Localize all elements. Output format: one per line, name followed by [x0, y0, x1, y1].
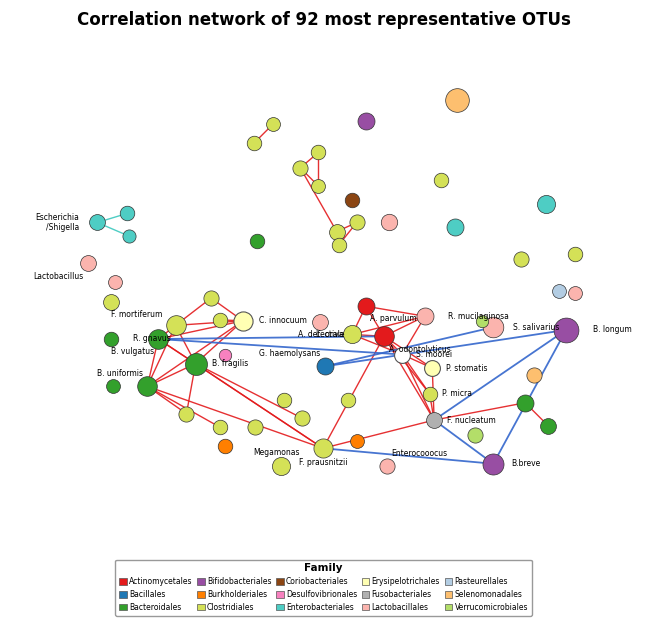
Point: [276, 460, 287, 471]
Point: [219, 349, 230, 360]
Point: [122, 208, 133, 218]
Text: B. uniformis: B. uniformis: [97, 369, 143, 378]
Text: B. longum: B. longum: [593, 325, 632, 334]
Point: [215, 422, 225, 433]
Text: R. mucilaginosa: R. mucilaginosa: [448, 312, 509, 321]
Point: [295, 162, 305, 173]
Text: A. odontolyticus: A. odontolyticus: [389, 345, 450, 354]
Point: [219, 440, 230, 451]
Point: [384, 218, 394, 228]
Point: [124, 231, 135, 241]
Point: [142, 381, 153, 392]
Point: [570, 288, 580, 298]
Text: S. salivarius: S. salivarius: [513, 323, 560, 332]
Point: [248, 138, 259, 148]
Text: F. nucleatum: F. nucleatum: [447, 415, 496, 424]
Point: [450, 222, 460, 232]
Point: [313, 147, 324, 157]
Point: [110, 277, 120, 287]
Text: Lactobacillus: Lactobacillus: [34, 272, 83, 281]
Text: Enterocooocus: Enterocooocus: [391, 449, 448, 458]
Point: [181, 408, 192, 419]
Text: B. fragilis: B. fragilis: [212, 359, 248, 368]
Text: C. innocuum: C. innocuum: [259, 317, 307, 325]
Text: A. defectiva: A. defectiva: [298, 330, 343, 339]
Text: S. moorei: S. moorei: [416, 350, 452, 359]
Text: Correlation network of 92 most representative OTUs: Correlation network of 92 most represent…: [76, 10, 571, 28]
Text: B. vulgatus: B. vulgatus: [111, 347, 154, 356]
Point: [250, 422, 260, 433]
Point: [470, 429, 480, 440]
Point: [554, 286, 564, 296]
Point: [360, 301, 371, 311]
Point: [429, 415, 439, 425]
Point: [477, 316, 488, 326]
Text: Megamonas: Megamonas: [254, 448, 300, 457]
Text: G. haemolysans: G. haemolysans: [259, 349, 320, 358]
Point: [529, 370, 540, 381]
Point: [347, 329, 357, 340]
Point: [320, 361, 330, 372]
Point: [516, 254, 526, 264]
Point: [268, 119, 278, 129]
Text: R. gnavus: R. gnavus: [133, 334, 171, 343]
Point: [488, 322, 498, 333]
Point: [342, 395, 353, 405]
Point: [379, 331, 389, 342]
Point: [252, 236, 262, 246]
Text: P. stomatis: P. stomatis: [446, 363, 487, 372]
Text: P. micra: P. micra: [443, 389, 472, 398]
Legend: Actinomycetales, Bacillales, Bacteroidales, Bifidobacteriales, Burkholderiales, : Actinomycetales, Bacillales, Bacteroidal…: [115, 560, 532, 616]
Text: F. mortiferum: F. mortiferum: [111, 310, 162, 319]
Point: [397, 349, 408, 360]
Point: [313, 181, 324, 191]
Point: [331, 227, 342, 237]
Text: L. orale: L. orale: [316, 330, 345, 339]
Text: Escherichia
/Shigella: Escherichia /Shigella: [35, 213, 79, 232]
Point: [83, 258, 93, 268]
Point: [347, 195, 357, 205]
Point: [279, 395, 289, 405]
Point: [315, 317, 325, 327]
Point: [333, 240, 344, 250]
Point: [170, 320, 181, 331]
Point: [436, 175, 446, 185]
Point: [452, 94, 462, 105]
Point: [206, 293, 216, 303]
Point: [105, 297, 116, 307]
Point: [237, 316, 248, 326]
Point: [543, 421, 553, 431]
Point: [351, 218, 362, 228]
Point: [382, 462, 392, 472]
Point: [107, 381, 118, 392]
Text: F. prausnitzii: F. prausnitzii: [299, 458, 347, 467]
Point: [297, 413, 307, 423]
Point: [318, 443, 328, 453]
Point: [360, 116, 371, 126]
Point: [420, 311, 430, 322]
Point: [427, 363, 437, 373]
Point: [105, 334, 116, 344]
Text: B.breve: B.breve: [512, 459, 541, 468]
Point: [570, 249, 580, 259]
Point: [190, 358, 201, 369]
Text: A. parvulum: A. parvulum: [370, 315, 417, 324]
Point: [215, 315, 225, 325]
Point: [351, 436, 362, 446]
Point: [561, 325, 571, 335]
Point: [488, 458, 498, 469]
Point: [92, 218, 102, 228]
Point: [424, 388, 435, 399]
Point: [541, 199, 551, 209]
Point: [520, 397, 531, 408]
Point: [153, 334, 164, 344]
